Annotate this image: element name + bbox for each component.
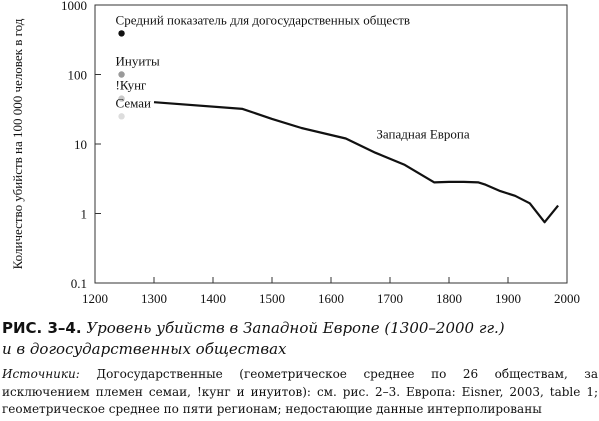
figure-title-line1: Уровень убийств в Западной Европе (1300–… (86, 319, 505, 337)
sources-text: Догосударственные (геометрическое средне… (2, 367, 598, 416)
x-tick-label-1600: 1600 (318, 291, 344, 306)
x-tick-label-1700: 1700 (377, 291, 403, 306)
point-label-inuit: Инуиты (116, 54, 160, 69)
point-label-kung: !Кунг (116, 78, 147, 93)
point-kung (118, 95, 125, 102)
point-label-prestate-average: Средний показатель для догосударственных… (116, 12, 410, 27)
y-tick-label-100: 100 (68, 68, 88, 83)
y-tick-label-1: 1 (81, 207, 88, 222)
series-layer (153, 101, 559, 224)
x-tick-label-1400: 1400 (200, 291, 226, 306)
x-tick-label-2000: 2000 (554, 291, 580, 306)
x-tick-label-1900: 1900 (495, 291, 521, 306)
point-prestate-average (118, 30, 125, 37)
plot-frame (94, 4, 568, 284)
point-markers: Средний показатель для догосударственных… (116, 12, 410, 120)
figure-title-line2: и в догосударственных обществах (2, 340, 287, 358)
series-line-western-europe (153, 101, 559, 224)
x-axis: 1200 1300 1400 1500 1600 1700 1800 1900 2000 (82, 277, 580, 306)
plot-area (94, 4, 568, 284)
homicide-rate-chart: 1200 1300 1400 1500 1600 1700 1800 1900 2000 0.1… (10, 0, 580, 306)
y-axis-title: Количество убийств на 100 000 человек в … (10, 18, 25, 269)
series-label-western-europe: Западная Европа (376, 126, 469, 141)
x-tick-label-1500: 1500 (259, 291, 285, 306)
y-tick-label-0.1: 0.1 (71, 276, 87, 291)
x-tick-label-1800: 1800 (436, 291, 462, 306)
x-tick-label-1300: 1300 (141, 291, 167, 306)
figure-caption: РИС. 3–4. Уровень убийств в Западной Евр… (2, 318, 592, 360)
y-tick-label-10: 10 (74, 137, 87, 152)
x-tick-label-1200: 1200 (82, 291, 108, 306)
point-label-semai: Семаи (116, 95, 152, 110)
y-tick-label-1000: 1000 (61, 0, 87, 13)
sources-note: Источники: Догосударственные (геометриче… (2, 366, 598, 419)
y-axis: 0.1 1 10 100 1000 (61, 0, 101, 291)
point-semai (118, 113, 125, 120)
point-inuit (118, 71, 125, 78)
sources-label: Источники: (2, 367, 80, 381)
figure-label: РИС. 3–4. (2, 319, 82, 337)
